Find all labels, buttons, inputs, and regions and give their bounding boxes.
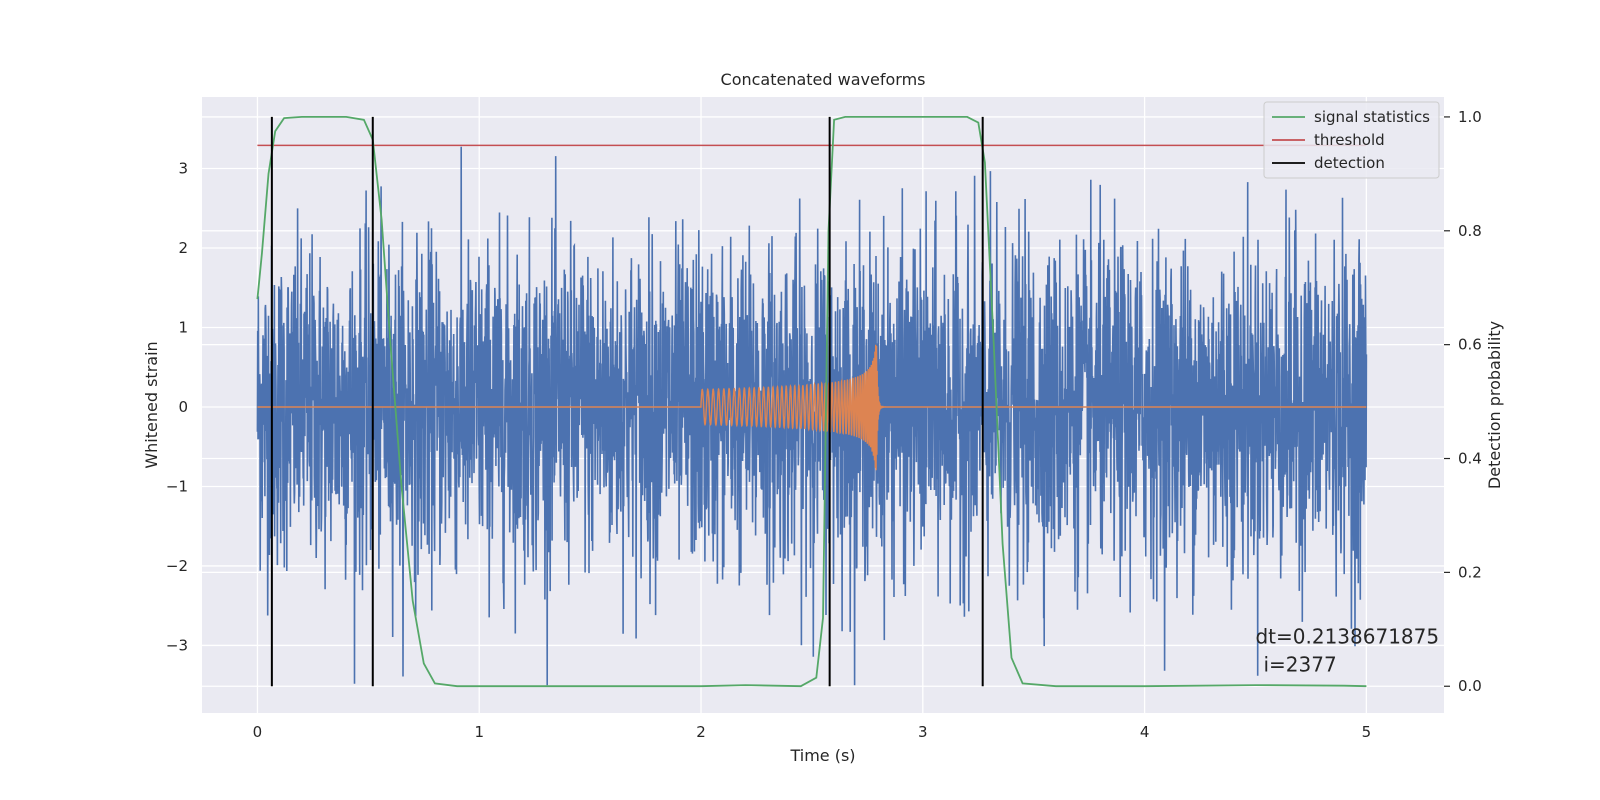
injected-signal-line xyxy=(257,344,1367,471)
legend-label-detection: detection xyxy=(1314,154,1385,172)
y-right-tick-label: 0.2 xyxy=(1458,563,1482,581)
y-left-tick-label: −1 xyxy=(166,477,188,495)
y-right-tick-label: 0.6 xyxy=(1458,336,1482,354)
y-left-tick-label: −3 xyxy=(166,636,188,654)
y-right-tick-label: 0.8 xyxy=(1458,222,1482,240)
y-left-tick-label: 0 xyxy=(178,398,188,416)
axis-ticks: 0 1 2 3 4 5 −3 −2 −1 0 1 2 3 0.0 0.2 0.4 0.6 0.8 1.0 xyxy=(166,108,1482,741)
noise-series-line xyxy=(256,146,1368,686)
y-right-tick-label: 0.0 xyxy=(1458,677,1482,695)
x-tick-label: 0 xyxy=(253,723,263,741)
y-left-tick-label: −2 xyxy=(166,557,188,575)
x-tick-label: 3 xyxy=(918,723,928,741)
legend-box xyxy=(1263,101,1440,179)
x-tick-label: 4 xyxy=(1140,723,1150,741)
legend: signal statistics threshold detection xyxy=(1263,101,1440,179)
legend-label-threshold: threshold xyxy=(1314,131,1385,149)
annotation-dt: dt=0.2138671875 xyxy=(1255,625,1439,649)
y-left-tick-label: 1 xyxy=(178,319,188,337)
y-left-tick-label: 2 xyxy=(178,239,188,257)
x-tick-label: 5 xyxy=(1362,723,1372,741)
x-tick-label: 2 xyxy=(696,723,706,741)
legend-label-signal-statistics: signal statistics xyxy=(1314,108,1430,126)
y-right-tick-label: 0.4 xyxy=(1458,450,1482,468)
x-tick-label: 1 xyxy=(474,723,484,741)
y-axis-right-label: Detection probability xyxy=(1485,321,1504,489)
x-axis-label: Time (s) xyxy=(789,746,855,765)
chart-title: Concatenated waveforms xyxy=(721,70,926,89)
y-left-tick-label: 3 xyxy=(178,160,188,178)
annotation-i: i=2377 xyxy=(1263,653,1336,677)
y-right-tick-label: 1.0 xyxy=(1458,108,1482,126)
detection-lines xyxy=(270,116,984,687)
plot-series xyxy=(256,116,1368,688)
signal-statistics-line xyxy=(256,116,1367,688)
y-axis-left-label: Whitened strain xyxy=(142,341,161,468)
